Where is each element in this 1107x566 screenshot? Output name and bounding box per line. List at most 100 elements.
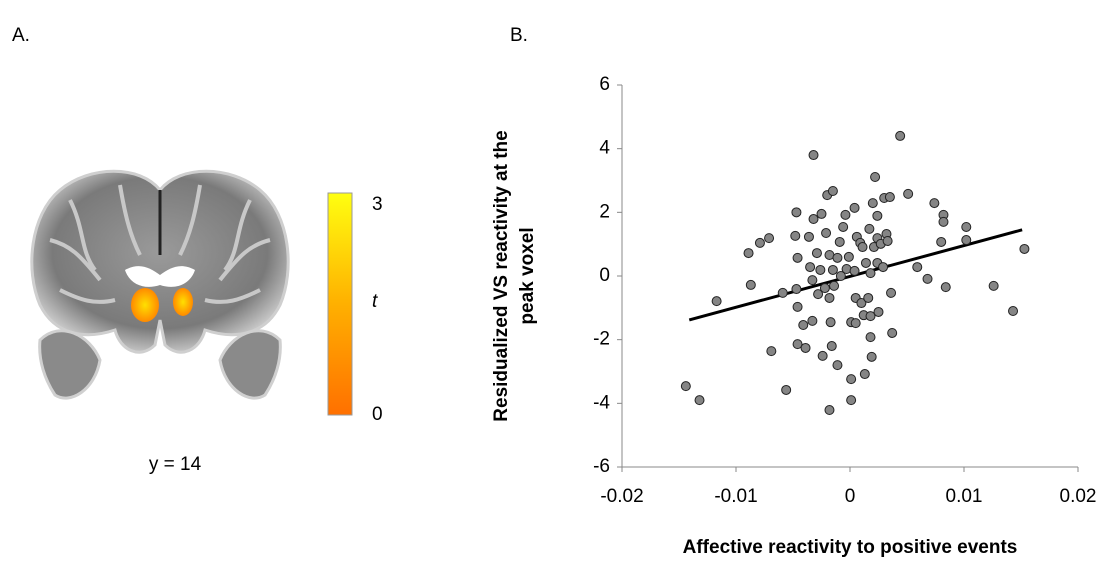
point: [764, 233, 775, 244]
y-tick-label: -4: [593, 392, 610, 413]
point: [864, 223, 875, 234]
y-tick-label: 0: [599, 265, 610, 286]
point: [912, 262, 923, 273]
point: [849, 265, 860, 276]
point: [816, 208, 827, 219]
point: [903, 188, 914, 199]
point: [832, 360, 843, 371]
y-axis-title: Residualized VS reactivity at the peak v…: [491, 130, 538, 421]
point: [870, 171, 881, 182]
point: [866, 351, 877, 362]
point: [803, 231, 814, 242]
point: [743, 248, 754, 259]
slice-label: y = 14: [149, 454, 202, 475]
point: [781, 384, 792, 395]
x-axis-title: Affective reactivity to positive events: [683, 537, 1018, 558]
point: [813, 289, 824, 300]
colorbar-ticks: 03: [372, 194, 383, 425]
brain-slice: [30, 169, 290, 400]
point: [680, 381, 691, 392]
colorbar-label: t: [372, 291, 378, 312]
point: [805, 262, 816, 273]
point: [895, 130, 906, 141]
colorbar: [327, 192, 353, 416]
panel-label: A.: [12, 25, 30, 46]
point: [807, 275, 818, 286]
point: [819, 283, 830, 294]
point: [792, 301, 803, 312]
point: [846, 395, 857, 406]
point: [887, 327, 898, 338]
point: [886, 287, 897, 298]
point: [863, 292, 874, 303]
point: [808, 214, 819, 225]
point: [821, 228, 832, 239]
point: [826, 341, 837, 352]
point: [860, 257, 871, 268]
point: [815, 264, 826, 275]
point: [988, 280, 999, 291]
point: [1019, 243, 1030, 254]
point: [811, 248, 822, 259]
point: [865, 311, 876, 322]
point: [792, 339, 803, 350]
point: [1008, 306, 1019, 317]
point: [829, 280, 840, 291]
point: [808, 150, 819, 161]
point: [766, 346, 777, 357]
point: [777, 287, 788, 298]
point: [850, 318, 861, 329]
y-tick-label: 4: [599, 138, 610, 159]
point: [825, 317, 836, 328]
point: [791, 284, 802, 295]
colorbar-tick-label: 0: [372, 404, 383, 425]
point: [961, 221, 972, 232]
point: [694, 395, 705, 406]
point: [832, 252, 843, 263]
point: [754, 237, 765, 248]
point: [882, 235, 893, 246]
point: [865, 268, 876, 279]
point: [856, 298, 867, 309]
y-axis-title-line: peak voxel: [517, 227, 538, 324]
x-tick-label: 0: [845, 486, 856, 507]
point: [865, 332, 876, 343]
y-tick-label: -2: [593, 329, 610, 350]
point: [961, 235, 972, 246]
point: [873, 306, 884, 317]
point: [827, 186, 838, 197]
y-axis-title-line: Residualized VS reactivity at the: [491, 130, 512, 421]
x-tick-label: -0.01: [714, 486, 757, 507]
x-tick-label: -0.02: [600, 486, 643, 507]
colorbar-tick-label: 3: [372, 194, 383, 215]
point: [936, 236, 947, 247]
y-tick-label: 6: [599, 74, 610, 95]
point: [824, 405, 835, 416]
point: [711, 296, 722, 307]
point: [792, 252, 803, 263]
point: [867, 198, 878, 209]
point: [849, 202, 860, 213]
point: [835, 271, 846, 281]
x-tick-label: 0.01: [946, 486, 983, 507]
point: [846, 374, 857, 385]
point: [798, 320, 809, 331]
point: [843, 251, 854, 262]
point: [929, 198, 940, 209]
point: [790, 230, 801, 241]
point: [872, 210, 883, 221]
point: [840, 209, 851, 220]
panel-label: B.: [510, 25, 528, 46]
point: [884, 192, 895, 203]
point: [827, 264, 838, 275]
point: [824, 292, 835, 303]
x-tick-label: 0.02: [1060, 486, 1097, 507]
y-tick-label: 2: [599, 201, 610, 222]
point: [857, 242, 868, 253]
point: [817, 350, 828, 361]
point: [940, 282, 951, 293]
point: [938, 216, 949, 227]
point: [800, 342, 811, 353]
point: [922, 273, 933, 284]
